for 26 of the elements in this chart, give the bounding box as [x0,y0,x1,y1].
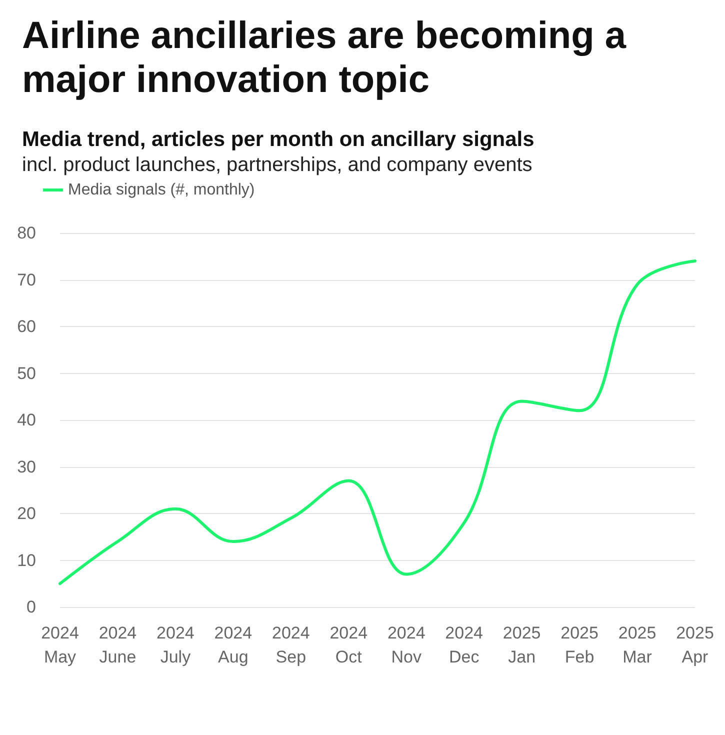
x-tick-label: 2024 May [41,624,79,666]
legend-label: Media signals (#, monthly) [68,182,255,198]
x-tick-label: 2025 Mar [618,624,656,666]
text: incl. product launches, partnerships, and company events [22,154,534,177]
x-tick-label: 2024 Dec [445,624,484,666]
x-tick-label: 2024 July [156,624,194,666]
y-tick-label: 70 [17,270,36,290]
x-tick-label: 2024 Nov [387,624,426,666]
x-tick-label: 2025 Feb [560,624,598,666]
y-tick-label: 50 [17,364,36,383]
y-tick-label: 40 [17,410,36,430]
y-tick-label: 20 [17,504,36,523]
x-tick-label: 2025 Jan [502,624,541,666]
line-series [58,260,696,586]
y-tick-label: 0 [26,598,36,616]
chart-title: Airline ancillaries are becoming a major innovation topic [22,14,628,102]
y-tick-label: 60 [17,317,36,336]
chart-subtitle: Media trend, articles per month on ancillary signals [22,128,536,152]
y-tick-label: 80 [17,224,36,242]
x-tick-label: 2024 Oct [330,624,368,666]
x-tick-label: 2024 June [98,624,137,666]
x-tick-label: 2024 Sep [272,624,310,666]
y-tick-label: 30 [17,457,36,476]
x-tick-label: 2025 Apr [676,624,714,666]
x-tick-label: 2024 Aug [214,624,252,666]
y-tick-label: 10 [17,550,36,570]
